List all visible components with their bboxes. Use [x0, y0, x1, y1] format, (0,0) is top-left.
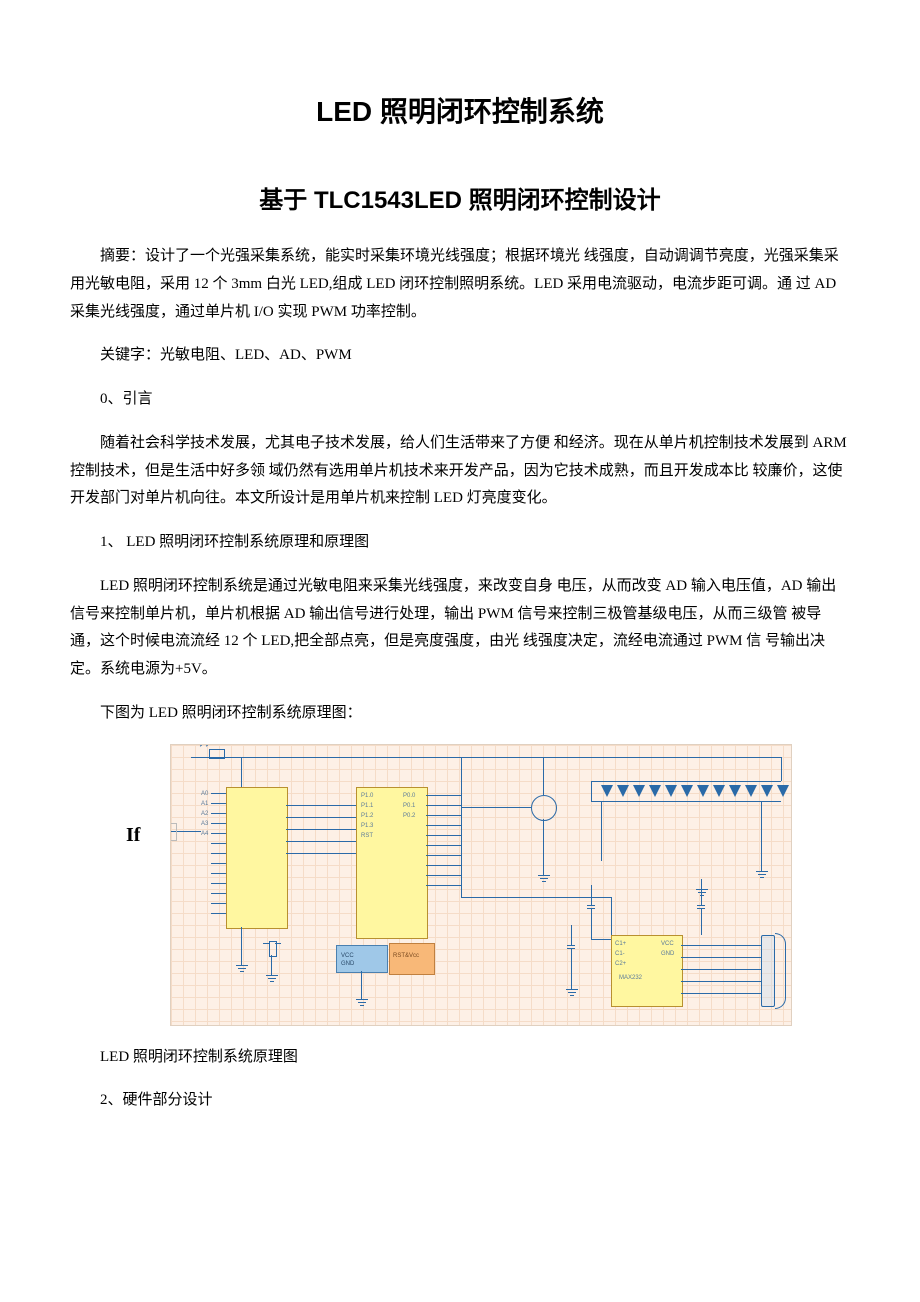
led-icon [697, 785, 709, 797]
wire [241, 757, 242, 787]
abstract-paragraph: 摘要：设计了一个光强采集系统，能实时采集环境光线强度；根据环境光 线强度，自动调… [70, 243, 850, 326]
chip-mcu [356, 787, 428, 939]
led-icon [601, 785, 613, 797]
if-label: If [126, 824, 140, 847]
sub-title: 基于 TLC1543LED 照明闭环控制设计 [70, 180, 850, 215]
section0-heading: 0、引言 [70, 386, 850, 414]
led-icon [761, 785, 773, 797]
reset-label [389, 943, 435, 975]
led-icon [649, 785, 661, 797]
db9-shell [775, 933, 786, 1009]
led-icon [745, 785, 757, 797]
led-icon [777, 785, 789, 797]
led-array [601, 785, 789, 797]
schematic-diagram: A0 A1 A2 A3 A4 [170, 744, 792, 1026]
input-stub [170, 823, 177, 841]
section0-body: 随着社会科学技术发展，尤其电子技术发展，给人们生活带来了方便 和经济。现在从单片… [70, 430, 850, 513]
main-title: LED 照明闭环控制系统 [70, 90, 850, 130]
ldr-symbol [209, 749, 225, 759]
figure-intro: 下图为 LED 照明闭环控制系统原理图： [70, 700, 850, 728]
figure-caption: LED 照明闭环控制系统原理图 [70, 1044, 850, 1072]
led-icon [729, 785, 741, 797]
reset-block [336, 945, 388, 973]
led-icon [681, 785, 693, 797]
led-icon [633, 785, 645, 797]
led-icon [713, 785, 725, 797]
chip-tlc1543 [226, 787, 288, 929]
section2-heading: 2、硬件部分设计 [70, 1087, 850, 1115]
led-icon [665, 785, 677, 797]
section1-heading: 1、 LED 照明闭环控制系统原理和原理图 [70, 529, 850, 557]
keywords-line: 关键字：光敏电阻、LED、AD、PWM [70, 342, 850, 370]
section1-body: LED 照明闭环控制系统是通过光敏电阻来采集光线强度，来改变自身 电压，从而改变… [70, 573, 850, 684]
db9-connector [761, 935, 775, 1007]
led-icon [617, 785, 629, 797]
